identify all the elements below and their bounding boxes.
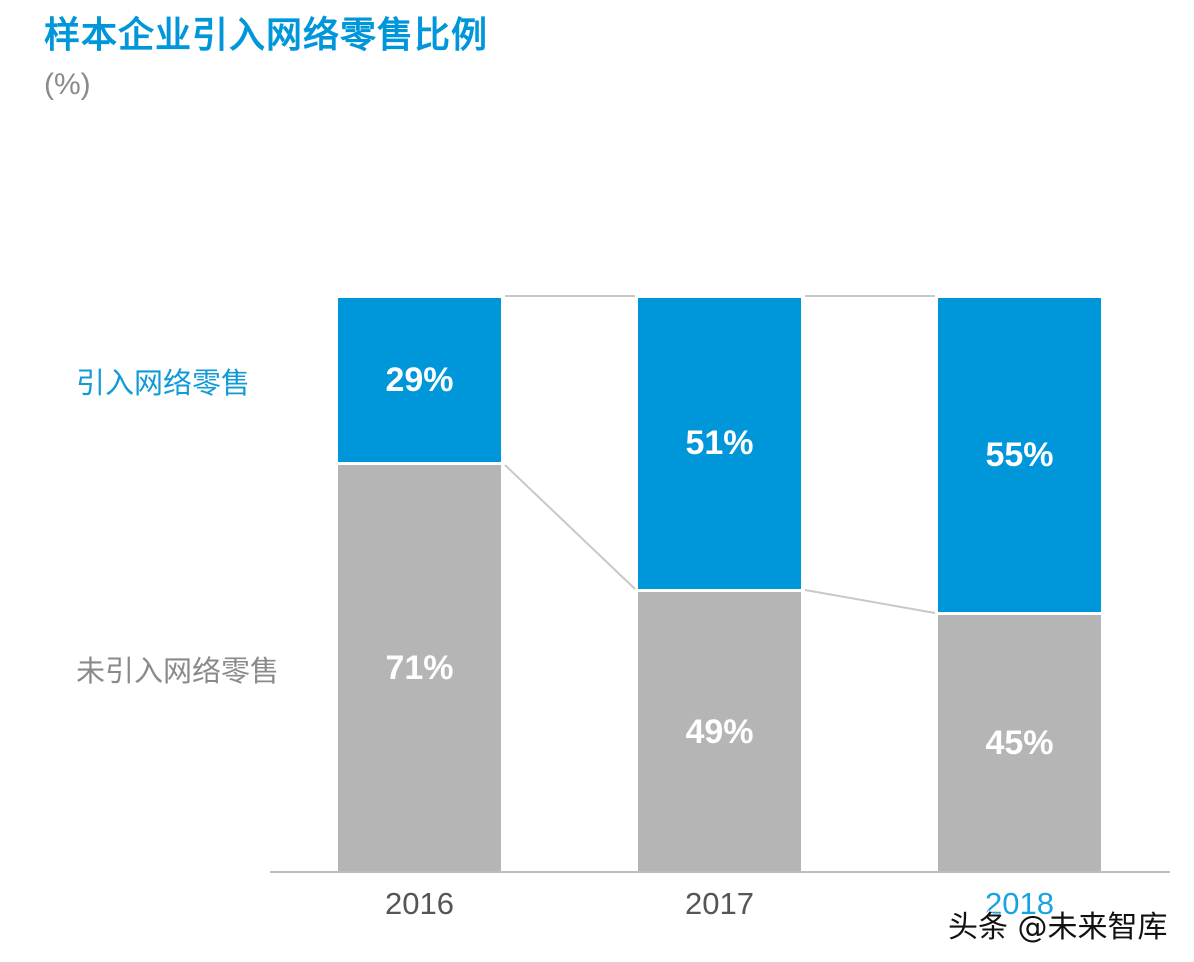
- bar-2018: 55% 45%: [938, 298, 1101, 872]
- segment-not-introduced-2018: 45%: [938, 615, 1101, 872]
- watermark: 头条 @未来智库: [948, 910, 1168, 945]
- value-label: 71%: [385, 649, 454, 687]
- chart-title: 样本企业引入网络零售比例: [44, 15, 489, 56]
- unit-label: (%): [44, 68, 91, 101]
- value-label: 55%: [985, 435, 1054, 474]
- value-label: 49%: [685, 712, 754, 751]
- segment-introduced-2016: 29%: [338, 298, 501, 462]
- legend-introduced: 引入网络零售: [76, 366, 251, 400]
- bar-2016: 29% 71%: [338, 298, 501, 872]
- segment-not-introduced-2017: 49%: [638, 592, 801, 872]
- x-tick-2016: 2016: [385, 886, 454, 921]
- bar-2017: 51% 49%: [638, 298, 801, 872]
- segment-introduced-2018: 55%: [938, 298, 1101, 612]
- value-label: 29%: [385, 360, 454, 399]
- value-label: 51%: [685, 424, 754, 462]
- segment-not-introduced-2016: 71%: [338, 465, 501, 872]
- value-label: 45%: [985, 724, 1054, 762]
- x-tick-2018: 2018: [985, 886, 1054, 921]
- legend-not-introduced: 未引入网络零售: [76, 654, 280, 688]
- x-axis-line: [270, 871, 1170, 873]
- segment-introduced-2017: 51%: [638, 298, 801, 589]
- x-tick-2017: 2017: [685, 886, 754, 921]
